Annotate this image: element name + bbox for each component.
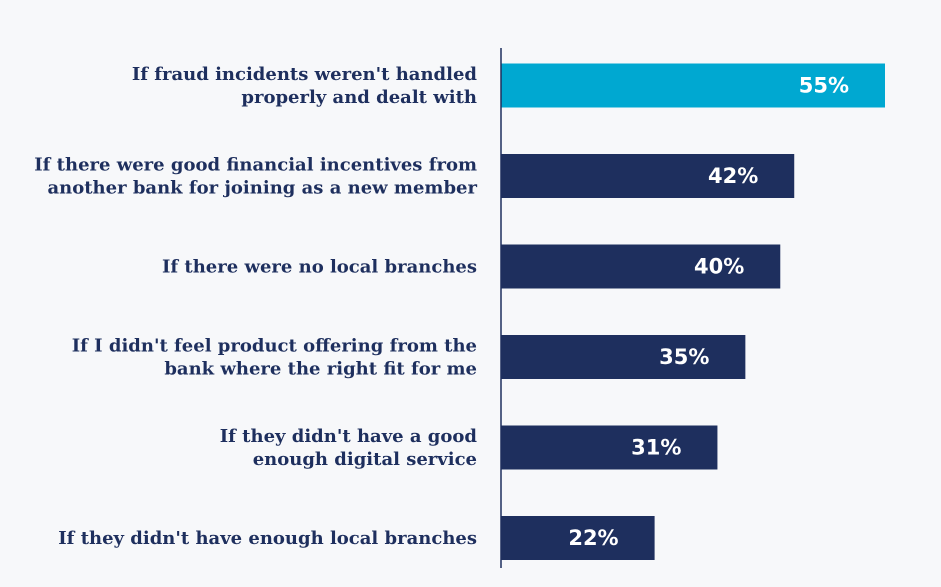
bar-2 xyxy=(501,154,795,198)
bar-3 xyxy=(501,244,781,289)
value-label-5: 31% xyxy=(631,436,681,460)
value-label-1: 55% xyxy=(799,74,849,98)
category-label-3: If there were no local branches xyxy=(162,257,477,278)
category-label-2: If there were good financial incentives … xyxy=(34,155,477,199)
category-label-line: If there were no local branches xyxy=(162,257,477,278)
value-label-3: 40% xyxy=(694,255,744,279)
bar-5 xyxy=(501,425,718,470)
category-label-line: enough digital service xyxy=(253,449,477,470)
category-label-1: If fraud incidents weren't handled proper… xyxy=(132,64,478,108)
category-label-line: If fraud incidents weren't handled xyxy=(132,64,478,85)
category-label-6: If they didn't have enough local branche… xyxy=(58,528,477,549)
category-label-line: If they didn't have a good xyxy=(220,426,478,447)
category-label-line: bank where the right fit for me xyxy=(164,359,477,380)
value-label-6: 22% xyxy=(568,526,618,550)
category-label-line: another bank for joining as a new member xyxy=(47,178,477,199)
bars-group xyxy=(501,63,885,560)
bar-4 xyxy=(501,335,746,379)
category-label-line: If there were good financial incentives … xyxy=(34,155,477,176)
value-labels-group: 55% 42% 40% 35% 31% 22% xyxy=(568,74,849,551)
bar-6 xyxy=(501,516,655,560)
category-label-line: If they didn't have enough local branche… xyxy=(58,528,477,549)
category-labels-group: If fraud incidents weren't handled proper… xyxy=(34,64,477,549)
bar-1 xyxy=(501,63,885,108)
category-label-line: If I didn't feel product offering from t… xyxy=(72,336,477,357)
category-label-4: If I didn't feel product offering from t… xyxy=(72,336,477,380)
category-label-5: If they didn't have a good enough digital… xyxy=(220,426,478,470)
value-label-4: 35% xyxy=(659,345,709,369)
value-label-2: 42% xyxy=(708,164,758,188)
category-label-line: properly and dealt with xyxy=(241,87,477,108)
